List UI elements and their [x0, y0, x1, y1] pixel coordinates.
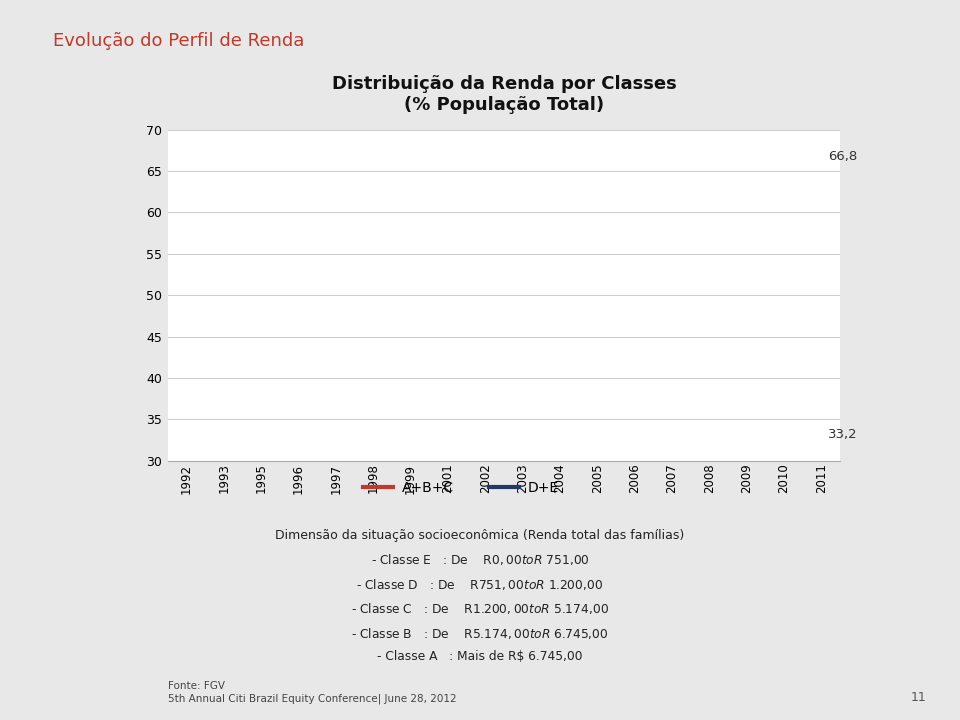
Text: 33,2: 33,2	[828, 428, 858, 441]
Text: Fonte: FGV: Fonte: FGV	[168, 681, 225, 691]
Text: 11: 11	[911, 691, 926, 704]
Text: Evolução do Perfil de Renda: Evolução do Perfil de Renda	[53, 32, 304, 50]
Legend: A+B+C, D+E: A+B+C, D+E	[357, 475, 564, 500]
Text: Dimensão da situação socioeconômica (Renda total das famílias): Dimensão da situação socioeconômica (Ren…	[276, 529, 684, 542]
Text: 66,8: 66,8	[828, 150, 857, 163]
Text: - Classe C   : De    R$ 1.200,00  to   R$ 5.174,00: - Classe C : De R$ 1.200,00 to R$ 5.174,…	[351, 601, 609, 616]
Text: - Classe B   : De    R$ 5.174,00  to   R$ 6.745,00: - Classe B : De R$ 5.174,00 to R$ 6.745,…	[351, 626, 609, 641]
Title: Distribuição da Renda por Classes
(% População Total): Distribuição da Renda por Classes (% Pop…	[331, 76, 677, 114]
Text: 5th Annual Citi Brazil Equity Conference| June 28, 2012: 5th Annual Citi Brazil Equity Conference…	[168, 693, 457, 704]
Text: - Classe A   : Mais de R$ 6.745,00: - Classe A : Mais de R$ 6.745,00	[377, 650, 583, 663]
Text: - Classe D   : De    R$ 751,00    to   R$ 1.200,00: - Classe D : De R$ 751,00 to R$ 1.200,00	[356, 577, 604, 592]
Text: - Classe E   : De    R$ 0,00      to   R$ 751,00: - Classe E : De R$ 0,00 to R$ 751,00	[371, 552, 589, 567]
